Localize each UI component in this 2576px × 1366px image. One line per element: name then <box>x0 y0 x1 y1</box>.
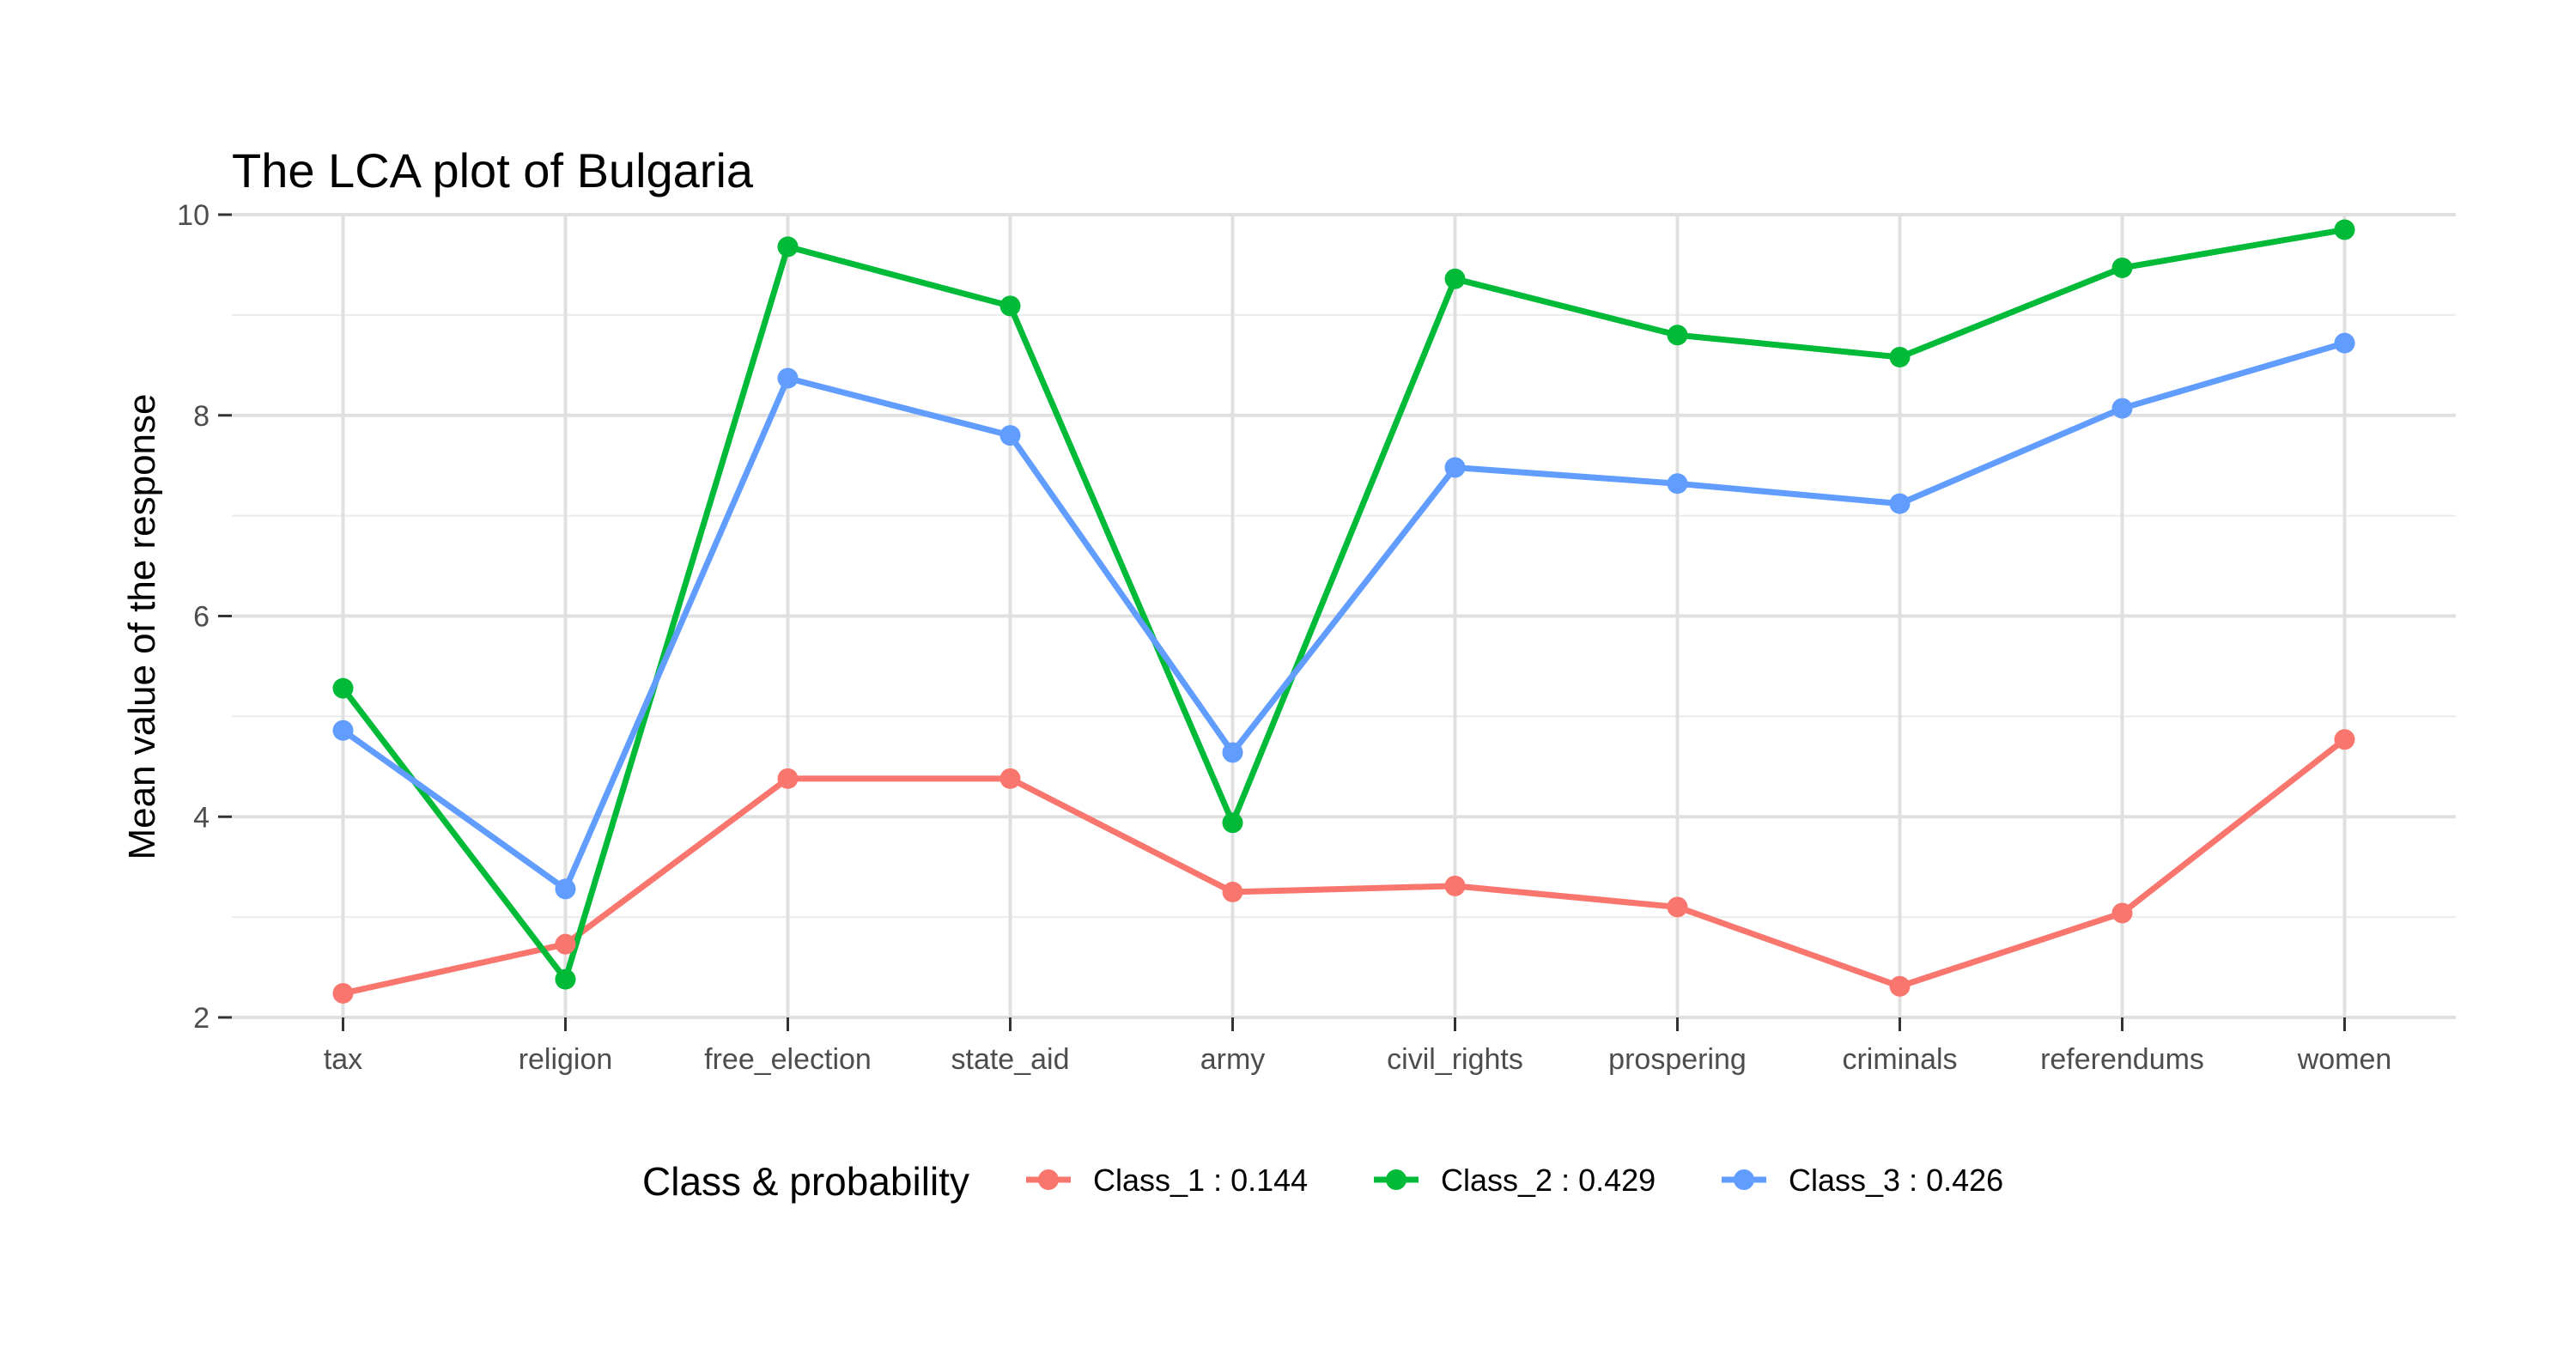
legend-item: Class_2 : 0.429 <box>1374 1163 1656 1198</box>
data-point <box>1222 812 1243 834</box>
x-tick-label: tax <box>324 1043 362 1076</box>
data-point <box>332 982 354 1004</box>
legend-item: Class_1 : 0.144 <box>1026 1163 1308 1198</box>
x-tick-label: free_election <box>704 1043 872 1076</box>
data-point <box>999 295 1021 317</box>
y-tick-label: 6 <box>193 601 210 634</box>
legend-key-point <box>1386 1169 1406 1190</box>
legend-label: Class_2 : 0.429 <box>1441 1163 1656 1198</box>
x-tick-label: civil_rights <box>1387 1043 1523 1076</box>
data-point <box>555 878 576 900</box>
y-tick-label: 10 <box>177 199 210 232</box>
data-point <box>1222 742 1243 763</box>
data-point <box>1889 493 1911 514</box>
data-point <box>332 677 354 699</box>
data-point <box>1667 896 1688 918</box>
legend-label: Class_1 : 0.144 <box>1093 1163 1308 1198</box>
x-tick-label: referendums <box>2040 1043 2204 1076</box>
series-line <box>340 227 2348 983</box>
data-point <box>1444 457 1466 478</box>
x-tick-label: women <box>2297 1043 2392 1076</box>
legend: Class & probability Class_1 : 0.144 Class… <box>642 1159 2003 1204</box>
data-point <box>999 768 1021 789</box>
data-point <box>1889 346 1911 367</box>
y-axis-label: Mean value of the response <box>121 393 163 859</box>
data-point <box>2111 902 2133 924</box>
y-tick-label: 4 <box>193 801 210 834</box>
data-point <box>2334 729 2355 750</box>
data-point <box>1889 975 1911 997</box>
legend-items: Class_1 : 0.144 Class_2 : 0.429 Class_3 : … <box>1026 1163 2003 1198</box>
x-tick-label: religion <box>519 1043 613 1076</box>
data-point <box>1667 325 1688 346</box>
data-point <box>2334 332 2355 354</box>
data-point <box>1667 473 1688 495</box>
data-point <box>2111 398 2133 419</box>
y-axis-ticks: 2 4 6 8 10 <box>177 199 232 1035</box>
data-point <box>777 236 799 258</box>
legend-item: Class_3 : 0.426 <box>1722 1163 2003 1198</box>
data-point <box>1444 875 1466 896</box>
x-tick-label: prospering <box>1608 1043 1747 1076</box>
data-point <box>555 933 576 955</box>
data-point <box>2334 219 2355 240</box>
x-tick-label: criminals <box>1842 1043 1957 1076</box>
legend-key-point <box>1734 1169 1754 1190</box>
data-point <box>999 425 1021 446</box>
x-tick-label: state_aid <box>951 1043 1070 1076</box>
x-axis-ticks: tax religion free_election state_aid army civ… <box>324 1017 2391 1076</box>
legend-key-point <box>1038 1169 1059 1190</box>
data-point <box>1444 268 1466 289</box>
series-line <box>340 340 2348 892</box>
data-point <box>1222 881 1243 902</box>
y-tick-label: 2 <box>193 1002 210 1035</box>
y-tick-label: 8 <box>193 400 210 433</box>
data-point <box>555 968 576 990</box>
data-point <box>2111 257 2133 278</box>
data-point <box>777 367 799 389</box>
series-layer <box>332 219 2355 1004</box>
legend-label: Class_3 : 0.426 <box>1789 1163 2003 1198</box>
data-point <box>332 719 354 741</box>
chart-title: The LCA plot of Bulgaria <box>232 143 754 197</box>
data-point <box>777 768 799 789</box>
series-line <box>340 736 2348 997</box>
x-tick-label: army <box>1200 1043 1266 1076</box>
legend-title: Class & probability <box>642 1159 969 1204</box>
